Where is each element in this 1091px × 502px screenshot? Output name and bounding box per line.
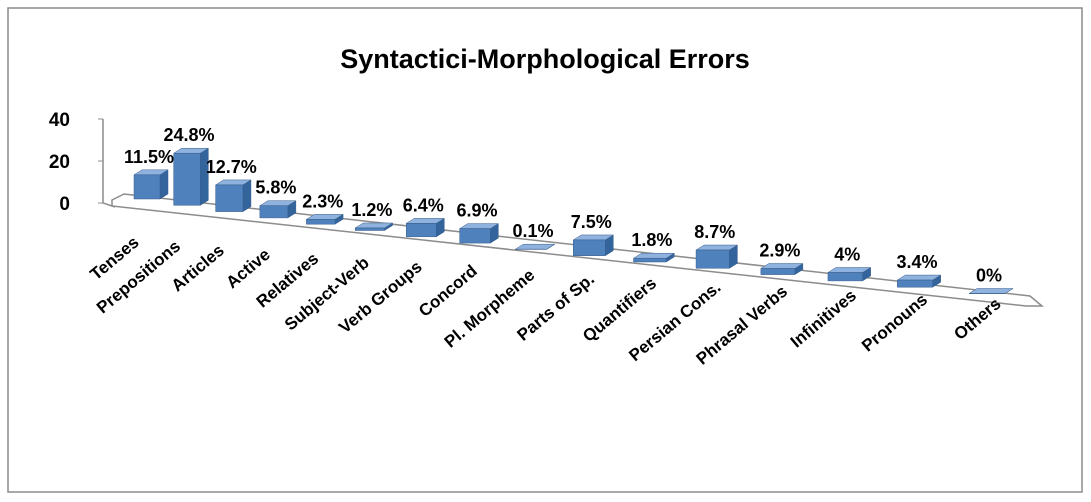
bar-front <box>633 257 667 263</box>
bar-side <box>242 179 252 213</box>
data-label: 12.7% <box>206 157 257 177</box>
bar <box>514 243 556 250</box>
bar <box>896 274 942 288</box>
bar <box>354 222 394 231</box>
bar <box>405 217 446 238</box>
bar-top <box>827 267 872 273</box>
bar-front <box>827 272 863 282</box>
bar-top <box>968 288 1014 294</box>
data-label: 2.3% <box>302 191 343 211</box>
bar-front <box>215 184 244 212</box>
data-label: 11.5% <box>124 147 174 167</box>
data-label: 7.5% <box>571 212 612 232</box>
bar <box>632 252 676 263</box>
bar-front <box>573 239 606 256</box>
data-label: 6.9% <box>456 201 497 221</box>
bar <box>133 169 169 200</box>
y-tick-label: 40 <box>49 110 70 131</box>
y-tick-label: 20 <box>49 152 70 173</box>
data-label: 6.4% <box>403 195 444 215</box>
bar-front <box>459 228 491 244</box>
data-label: 5.8% <box>255 178 296 198</box>
bar <box>172 147 210 206</box>
data-label: 1.2% <box>351 200 392 220</box>
bar-front <box>133 174 161 200</box>
y-tick-label: 0 <box>59 194 70 215</box>
bar <box>695 244 739 269</box>
data-label: 8.7% <box>694 222 735 242</box>
bar-top <box>896 274 942 281</box>
bar <box>572 234 615 257</box>
data-label: 1.8% <box>631 230 672 250</box>
bar-front <box>354 227 385 231</box>
bar <box>759 263 804 276</box>
chart-title: Syntactici-Morphological Errors <box>340 44 750 74</box>
bar <box>258 200 297 219</box>
bar <box>968 288 1014 294</box>
bar-front <box>760 268 796 275</box>
bar-front <box>306 219 336 225</box>
data-label: 4% <box>834 245 860 265</box>
data-label: 0.1% <box>512 221 553 241</box>
bar <box>214 179 252 213</box>
bar-front <box>259 205 289 219</box>
data-label: 3.4% <box>896 252 937 272</box>
bar <box>827 267 872 282</box>
bar-front <box>897 279 933 288</box>
bar <box>458 223 500 244</box>
bar <box>305 213 344 225</box>
bar-front <box>406 223 437 238</box>
data-label: 2.9% <box>759 241 800 261</box>
bar-front <box>173 152 201 206</box>
data-label: 24.8% <box>163 125 214 145</box>
data-label: 0% <box>976 266 1002 286</box>
bar-front <box>695 249 730 269</box>
